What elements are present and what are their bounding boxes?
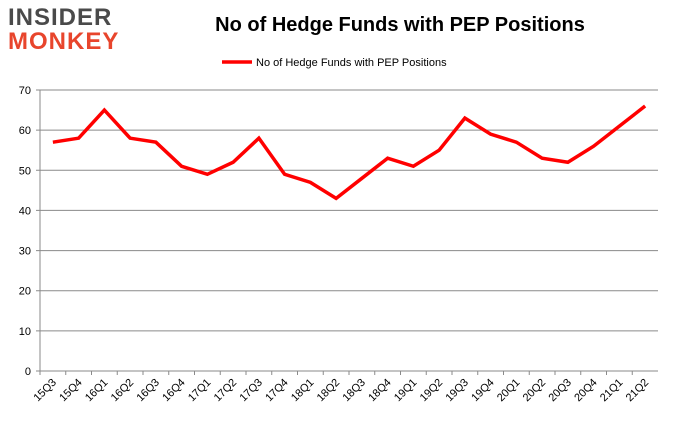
y-tick-label: 0 <box>25 366 31 378</box>
x-tick-label: 20Q3 <box>546 377 574 405</box>
x-tick-label: 16Q4 <box>160 377 188 405</box>
x-tick-label: 21Q2 <box>624 377 652 405</box>
x-tick-label: 16Q1 <box>83 377 111 405</box>
insider-monkey-logo: INSIDER MONKEY <box>8 6 119 54</box>
x-tick-label: 18Q1 <box>289 377 317 405</box>
y-tick-label: 20 <box>19 286 31 298</box>
x-tick-label: 19Q2 <box>418 377 446 405</box>
y-tick-label: 50 <box>19 165 31 177</box>
y-tick-label: 60 <box>19 125 31 137</box>
x-tick-label: 20Q4 <box>572 377 600 405</box>
x-tick-label: 16Q3 <box>134 377 162 405</box>
x-tick-label: 21Q1 <box>598 377 626 405</box>
series-line <box>52 104 647 201</box>
x-tick-label: 20Q2 <box>521 377 549 405</box>
y-tick-label: 30 <box>19 246 31 258</box>
y-tick-label: 40 <box>19 205 31 217</box>
x-tick-label: 17Q3 <box>237 377 265 405</box>
x-tick-label: 19Q3 <box>443 377 471 405</box>
x-tick-label: 19Q4 <box>469 377 497 405</box>
x-tick-label: 20Q1 <box>495 377 523 405</box>
x-tick-label: 15Q3 <box>31 377 59 405</box>
x-tick-label: 18Q3 <box>340 377 368 405</box>
legend-label: No of Hedge Funds with PEP Positions <box>256 57 447 69</box>
x-tick-label: 18Q2 <box>315 377 343 405</box>
logo-line1: INSIDER <box>8 4 113 31</box>
chart-title: No of Hedge Funds with PEP Positions <box>215 14 585 36</box>
logo-line2: MONKEY <box>8 28 120 55</box>
x-tick-label: 18Q4 <box>366 377 394 405</box>
x-tick-label: 17Q1 <box>186 377 214 405</box>
y-tick-label: 10 <box>19 326 31 338</box>
x-tick-label: 16Q2 <box>109 377 137 405</box>
x-tick-label: 19Q1 <box>392 377 420 405</box>
y-tick-label: 70 <box>19 85 31 97</box>
x-tick-label: 15Q4 <box>57 377 85 405</box>
x-tick-label: 17Q4 <box>263 377 291 405</box>
x-tick-label: 17Q2 <box>212 377 240 405</box>
